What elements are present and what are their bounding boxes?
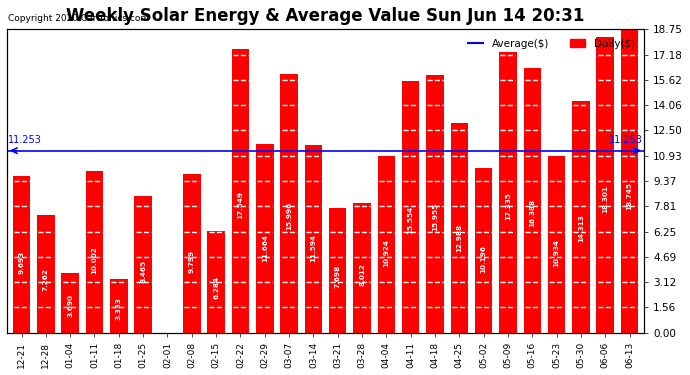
Text: 7.698: 7.698 [335,265,341,288]
Text: 3.690: 3.690 [67,294,73,317]
Bar [329,208,346,333]
Text: 3.333: 3.333 [116,297,122,320]
Bar [499,52,517,333]
Text: 15.955: 15.955 [432,202,438,231]
Text: 15.554: 15.554 [408,206,414,234]
Bar [572,101,590,333]
Bar [402,81,420,333]
Bar [37,215,55,333]
Text: 8.012: 8.012 [359,263,365,286]
Bar [280,74,298,333]
Text: 18.301: 18.301 [602,186,609,213]
Text: 18.745: 18.745 [627,182,633,210]
Bar [232,49,249,333]
Bar [548,156,565,333]
Text: 14.313: 14.313 [578,214,584,242]
Bar [110,279,128,333]
Bar [256,144,273,333]
Text: 11.594: 11.594 [310,234,317,262]
Text: 9.799: 9.799 [189,250,195,273]
Bar [183,174,201,333]
Text: 10.924: 10.924 [384,239,389,267]
Text: 12.988: 12.988 [456,224,462,252]
Bar [13,176,30,333]
Bar [377,156,395,333]
Bar [353,203,371,333]
Text: Copyright 2020 Cartronics.com: Copyright 2020 Cartronics.com [8,14,149,23]
Text: 17.549: 17.549 [237,191,244,219]
Text: 7.262: 7.262 [43,268,49,291]
Bar [426,75,444,333]
Text: 11.253: 11.253 [8,135,42,145]
Bar [304,145,322,333]
Bar [208,231,225,333]
Text: 10.934: 10.934 [553,239,560,267]
Title: Weekly Solar Energy & Average Value Sun Jun 14 20:31: Weekly Solar Energy & Average Value Sun … [66,7,584,25]
Text: 15.996: 15.996 [286,202,292,230]
Bar [135,196,152,333]
Bar [451,123,468,333]
Bar [621,29,638,333]
Text: 10.002: 10.002 [92,246,97,274]
Legend: Average($), Daily($): Average($), Daily($) [464,34,639,53]
Text: 17.335: 17.335 [505,193,511,220]
Text: 11.664: 11.664 [262,234,268,262]
Text: 8.465: 8.465 [140,260,146,283]
Bar [524,68,541,333]
Text: 11.253: 11.253 [609,135,643,145]
Text: 16.388: 16.388 [529,200,535,228]
Bar [596,36,614,333]
Text: 10.196: 10.196 [481,244,486,273]
Bar [86,171,104,333]
Bar [475,168,493,333]
Text: 9.693: 9.693 [19,251,25,274]
Bar [61,273,79,333]
Text: 6.284: 6.284 [213,276,219,298]
